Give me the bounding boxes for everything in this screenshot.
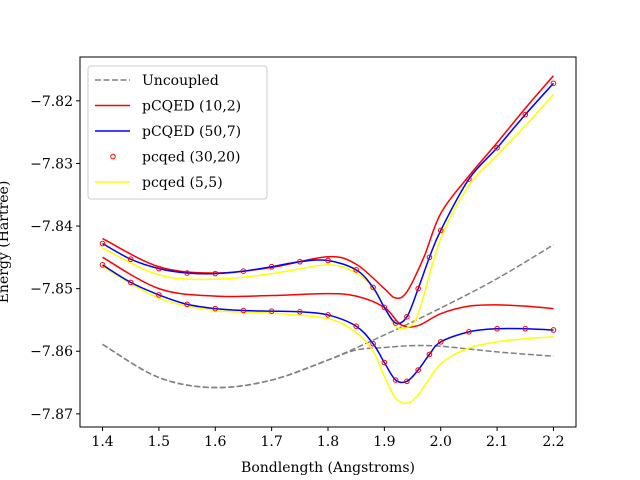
series-line	[102, 266, 554, 405]
data-marker	[381, 359, 388, 366]
data-marker	[415, 285, 421, 292]
y-axis-label: Energy (Hartree)	[0, 181, 12, 304]
legend-box	[87, 65, 268, 200]
x-tick-label: 2.0	[430, 434, 452, 450]
data-marker	[127, 256, 134, 263]
series-line	[102, 256, 554, 328]
x-tick-label: 1.4	[91, 434, 113, 450]
legend-label: pcqed (30,20)	[142, 150, 240, 166]
x-tick-label: 2.2	[542, 434, 564, 450]
data-marker	[550, 327, 557, 333]
data-marker	[466, 329, 472, 335]
legend-label: pcqed (5,5)	[142, 175, 223, 191]
data-marker	[494, 144, 500, 151]
data-marker	[184, 301, 190, 308]
data-marker	[522, 111, 529, 118]
data-marker	[268, 263, 275, 270]
legend-label: pCQED (10,2)	[142, 99, 241, 115]
data-marker	[370, 340, 376, 347]
data-marker	[550, 80, 557, 87]
data-marker	[437, 227, 444, 234]
data-marker	[404, 314, 410, 320]
legend: Uncoupled pCQED (10,2) pCQED (50,7) pcqed (…	[87, 65, 268, 200]
y-tick-label: −7.82	[30, 94, 73, 110]
data-marker	[156, 265, 162, 272]
y-tick-label: −7.85	[30, 282, 73, 298]
y-tick-label: −7.83	[30, 156, 73, 172]
data-marker	[297, 309, 303, 315]
x-tick-label: 1.8	[317, 434, 339, 450]
data-marker	[240, 307, 247, 314]
x-tick-label: 1.9	[373, 434, 395, 450]
data-marker	[127, 279, 134, 286]
series-line	[102, 264, 554, 384]
data-marker	[240, 268, 247, 274]
data-marker	[437, 339, 444, 345]
data-marker	[404, 378, 410, 385]
data-marker	[392, 377, 399, 383]
x-tick-label: 1.5	[148, 434, 170, 450]
x-tick-label: 1.7	[261, 434, 283, 450]
data-marker	[99, 262, 106, 268]
y-axis-ticks: −7.87 −7.86 −7.85 −7.84 −7.83 −7.82	[30, 94, 80, 423]
x-axis-ticks: 1.4 1.5 1.6 1.7 1.8 1.9 2.0 2.1 2.2	[91, 427, 565, 450]
legend-label: pCQED (50,7)	[142, 124, 241, 140]
data-marker	[426, 254, 433, 261]
data-marker	[325, 257, 331, 264]
data-marker	[392, 320, 399, 326]
data-marker	[325, 312, 331, 318]
data-marker	[370, 284, 376, 291]
series-line	[102, 343, 554, 389]
data-marker	[99, 240, 106, 247]
data-marker	[353, 267, 359, 273]
series-line	[102, 94, 555, 330]
series-layer	[99, 75, 557, 405]
data-marker	[415, 367, 421, 373]
data-marker	[212, 270, 219, 277]
data-marker	[466, 176, 472, 182]
data-marker	[268, 308, 275, 314]
data-marker	[381, 304, 388, 311]
data-marker	[156, 292, 162, 298]
data-marker	[212, 305, 219, 312]
data-marker	[522, 325, 529, 332]
legend-label: Uncoupled	[142, 73, 219, 89]
data-marker	[297, 258, 303, 265]
legend-marker	[110, 153, 116, 160]
x-tick-label: 1.6	[204, 434, 226, 450]
series-line	[102, 82, 555, 325]
y-tick-label: −7.86	[30, 344, 73, 360]
x-axis-label: Bondlength (Angstroms)	[241, 460, 415, 476]
data-marker	[494, 325, 500, 332]
x-tick-label: 2.1	[486, 434, 508, 450]
data-marker	[353, 323, 359, 330]
y-tick-label: −7.87	[30, 407, 73, 423]
data-marker	[426, 351, 433, 358]
y-tick-label: −7.84	[30, 219, 73, 235]
data-marker	[184, 270, 190, 276]
